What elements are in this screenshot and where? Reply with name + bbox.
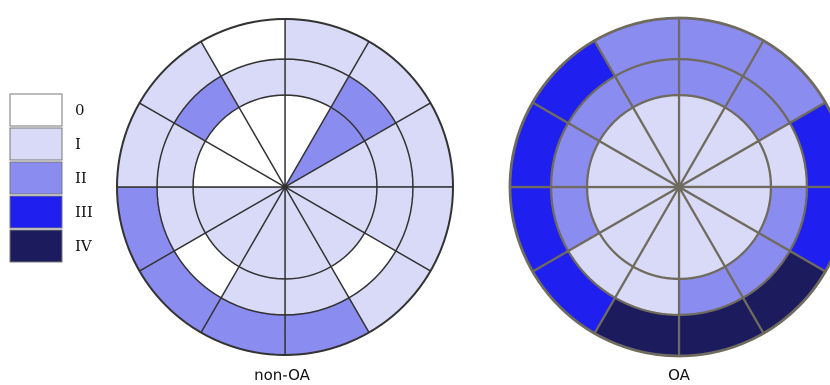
legend-swatch-3 (9, 195, 63, 229)
legend-swatch-0 (9, 93, 63, 127)
legend-label-2: II (75, 169, 87, 187)
legend-swatch-1 (9, 127, 63, 161)
legend-label-1: I (75, 135, 81, 153)
outer-rim (116, 18, 454, 356)
wheel-oa (508, 16, 830, 358)
legend-label-0: 0 (75, 101, 85, 119)
panel-label-oa: OA (668, 366, 691, 384)
legend-swatch-4 (9, 229, 63, 263)
legend-label-3: III (75, 203, 93, 221)
wheel-non-oa (116, 18, 454, 356)
panel-label-non-oa: non-OA (254, 366, 311, 384)
legend-label-4: IV (75, 237, 93, 255)
legend-swatch-2 (9, 161, 63, 195)
outer-rim (508, 16, 830, 358)
